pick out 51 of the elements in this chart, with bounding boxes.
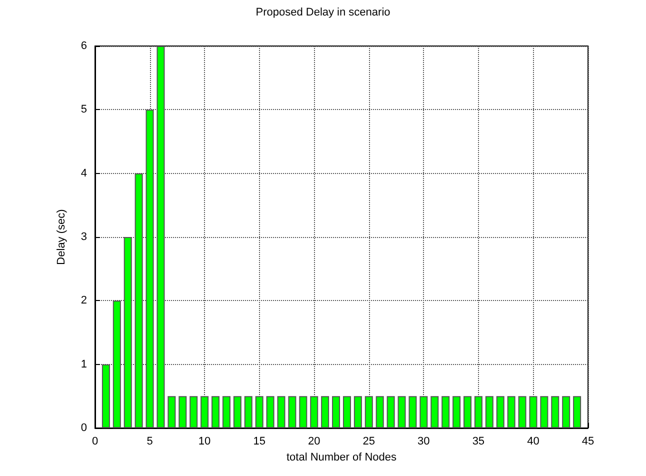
bar bbox=[321, 396, 330, 428]
y-tick-label: 0 bbox=[80, 422, 87, 434]
x-tick-label: 15 bbox=[253, 436, 266, 448]
bar bbox=[507, 396, 516, 428]
bar bbox=[463, 396, 472, 428]
x-tick-label: 35 bbox=[472, 436, 485, 448]
y-tick-label: 1 bbox=[80, 358, 87, 370]
bar bbox=[518, 396, 526, 428]
bar bbox=[386, 396, 395, 428]
bar bbox=[222, 396, 230, 428]
bar bbox=[190, 396, 198, 428]
bar bbox=[233, 396, 242, 428]
bar bbox=[398, 396, 406, 428]
x-tick-label: 20 bbox=[308, 436, 320, 448]
x-tick-label: 10 bbox=[198, 436, 211, 448]
y-tick-label: 4 bbox=[80, 167, 87, 180]
bar bbox=[430, 396, 439, 428]
bar bbox=[485, 396, 494, 428]
bar bbox=[299, 396, 308, 428]
bar bbox=[288, 396, 296, 428]
y-tick-label: 5 bbox=[80, 104, 87, 116]
bar bbox=[354, 396, 362, 428]
x-tick-label: 30 bbox=[418, 436, 430, 448]
x-tick-label: 25 bbox=[362, 436, 376, 448]
bar bbox=[178, 396, 187, 428]
bar bbox=[376, 396, 384, 428]
y-tick-label: 2 bbox=[80, 294, 87, 307]
y-tick-label: 3 bbox=[80, 231, 87, 243]
x-tick-label: 40 bbox=[527, 436, 540, 448]
bar bbox=[551, 396, 560, 428]
bar bbox=[212, 396, 220, 428]
bar bbox=[540, 396, 548, 428]
y-axis-title: Delay (sec) bbox=[56, 209, 68, 265]
bar bbox=[562, 396, 570, 428]
bar bbox=[408, 396, 417, 428]
y-tick-label: 6 bbox=[80, 40, 87, 52]
x-tick-label: 45 bbox=[582, 436, 594, 448]
x-tick-label: 0 bbox=[92, 436, 98, 448]
bar bbox=[277, 396, 286, 428]
bar bbox=[442, 396, 450, 428]
bar bbox=[244, 396, 252, 428]
bar bbox=[168, 396, 176, 428]
chart-title: Proposed Delay in scenario bbox=[256, 6, 390, 18]
x-axis-title: total Number of Nodes bbox=[286, 451, 398, 464]
x-tick-label: 5 bbox=[146, 436, 153, 448]
bar bbox=[496, 396, 504, 428]
bar bbox=[266, 396, 274, 428]
bar bbox=[452, 396, 461, 428]
bar bbox=[342, 396, 351, 428]
bar bbox=[332, 396, 340, 428]
bar bbox=[573, 396, 582, 428]
